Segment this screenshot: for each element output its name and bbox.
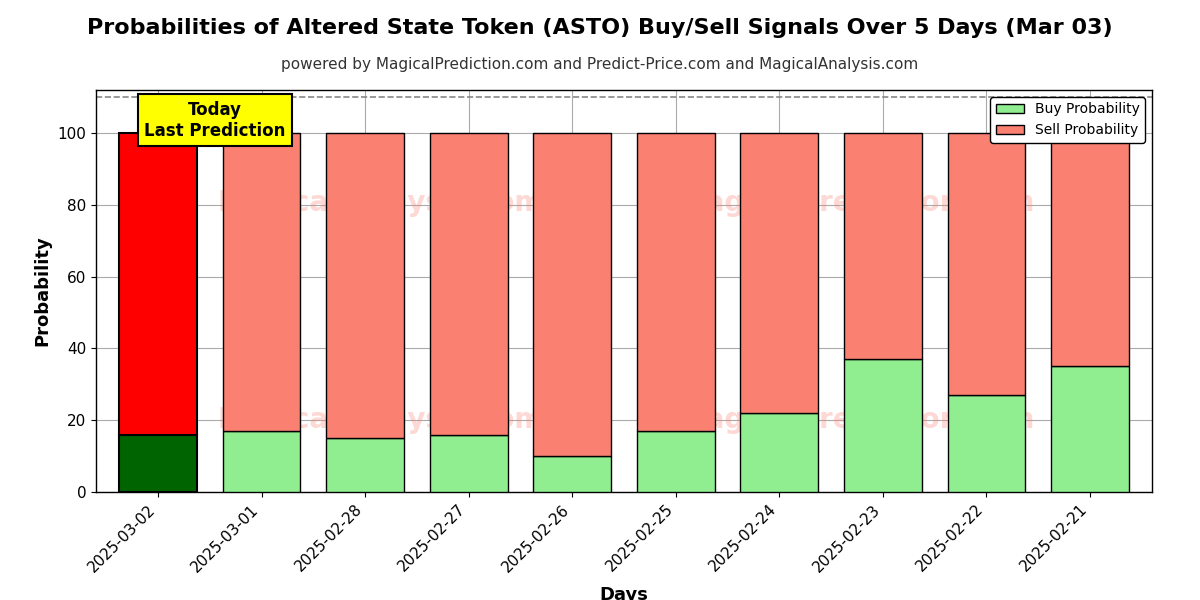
Bar (430, 133, 508, 434)
X-axis label: Days: Days (600, 586, 648, 600)
Bar (119, 133, 197, 434)
Text: Probabilities of Altered State Token (ASTO) Buy/Sell Signals Over 5 Days (Mar 03: Probabilities of Altered State Token (AS… (88, 18, 1112, 38)
Bar (948, 133, 1025, 395)
Bar (430, 434, 508, 492)
Bar (1051, 133, 1129, 367)
Text: MagicalAnalysis.com: MagicalAnalysis.com (218, 188, 545, 217)
Bar (119, 434, 197, 492)
Text: MagicalAnalysis.com: MagicalAnalysis.com (218, 406, 545, 434)
Bar (844, 133, 922, 359)
Bar (326, 133, 404, 438)
Bar (740, 133, 818, 413)
Bar (223, 431, 300, 492)
Legend: Buy Probability, Sell Probability: Buy Probability, Sell Probability (990, 97, 1145, 143)
Bar (534, 133, 611, 456)
Bar (223, 133, 300, 431)
Text: powered by MagicalPrediction.com and Predict-Price.com and MagicalAnalysis.com: powered by MagicalPrediction.com and Pre… (281, 57, 919, 72)
Text: Today
Last Prediction: Today Last Prediction (144, 101, 286, 140)
Bar (326, 438, 404, 492)
Bar (948, 395, 1025, 492)
Text: MagicalPrediction.com: MagicalPrediction.com (678, 406, 1034, 434)
Bar (534, 456, 611, 492)
Text: MagicalPrediction.com: MagicalPrediction.com (678, 188, 1034, 217)
Bar (1051, 367, 1129, 492)
Y-axis label: Probability: Probability (34, 236, 52, 346)
Bar (844, 359, 922, 492)
Bar (637, 431, 714, 492)
Bar (740, 413, 818, 492)
Bar (637, 133, 714, 431)
